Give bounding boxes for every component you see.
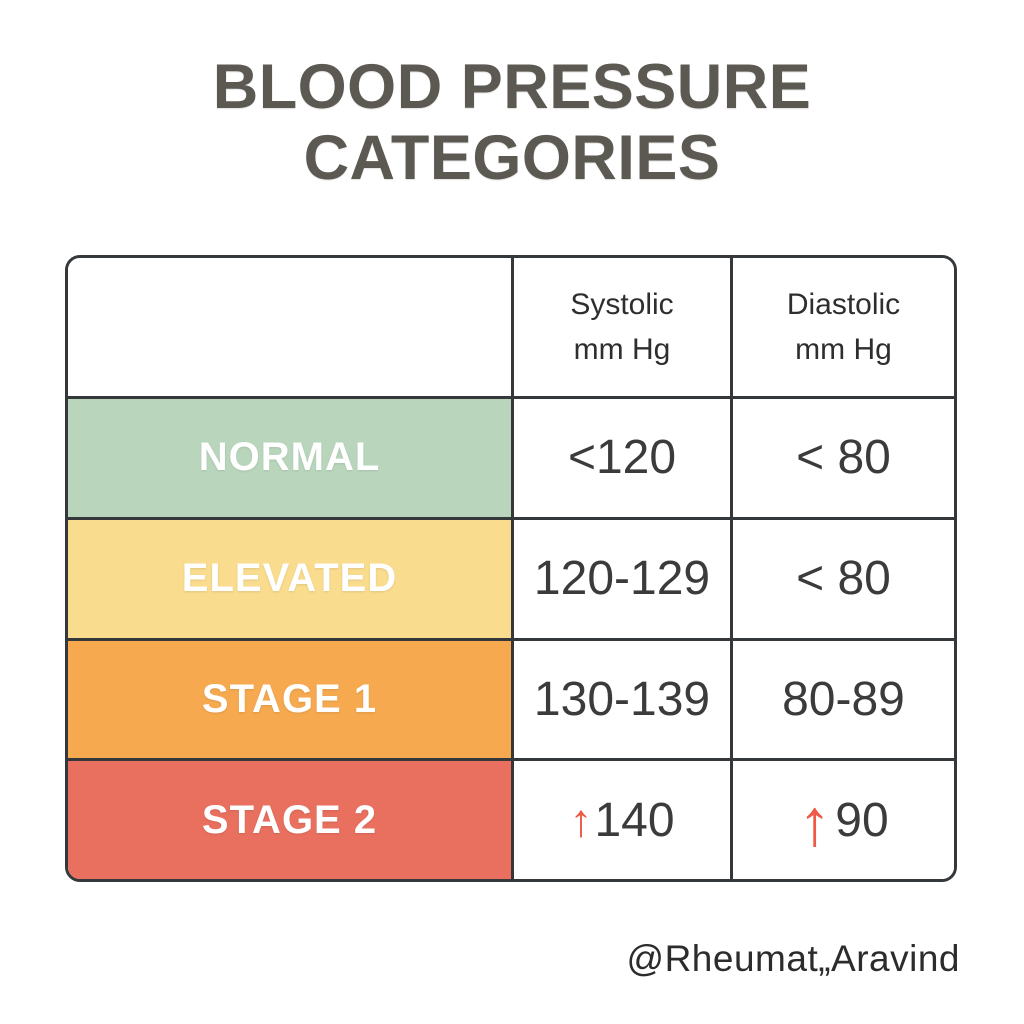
up-arrow-icon: ↑ [798,785,832,860]
row-elevated-systolic: 120-129 [511,516,730,638]
page-title: BLOOD PRESSURE CATEGORIES [212,52,812,193]
diastolic-value: < 80 [796,431,891,485]
systolic-value: 120-129 [533,552,711,606]
row-normal-diastolic: < 80 [730,396,954,517]
row-stage1-label: STAGE 1 [68,637,511,759]
systolic-value: 140 [594,793,675,847]
header-diastolic-line1: Diastolic [786,288,901,321]
row-normal-systolic: <120 [511,396,730,517]
diastolic-value: 90 [835,793,889,847]
header-diastolic-line2: mm Hg [795,333,892,366]
row-normal-label: NORMAL [68,396,511,517]
author-credit: @Rheumat„Aravind [626,938,960,979]
header-category-blank [68,258,511,396]
blood-pressure-table: Systolic mm Hg Diastolic mm Hg NORMAL <1… [65,255,957,882]
systolic-value: 130-139 [533,672,711,726]
row-stage2-systolic: ↑ 140 [511,758,730,879]
header-systolic-line1: Systolic [570,288,674,321]
row-elevated-diastolic: < 80 [730,516,954,638]
header-systolic-line2: mm Hg [573,333,671,366]
diastolic-value: 80-89 [782,672,905,726]
header-systolic: Systolic mm Hg [511,258,730,396]
header-diastolic: Diastolic mm Hg [730,258,954,396]
row-stage2-label: STAGE 2 [68,758,511,879]
systolic-value: <120 [567,431,677,485]
diastolic-value: < 80 [796,552,891,606]
row-stage1-diastolic: 80-89 [730,637,954,759]
row-stage1-systolic: 130-139 [511,637,730,759]
row-stage2-diastolic: ↑ 90 [730,758,954,879]
up-arrow-icon: ↑ [569,794,593,847]
row-elevated-label: ELEVATED [68,516,511,638]
